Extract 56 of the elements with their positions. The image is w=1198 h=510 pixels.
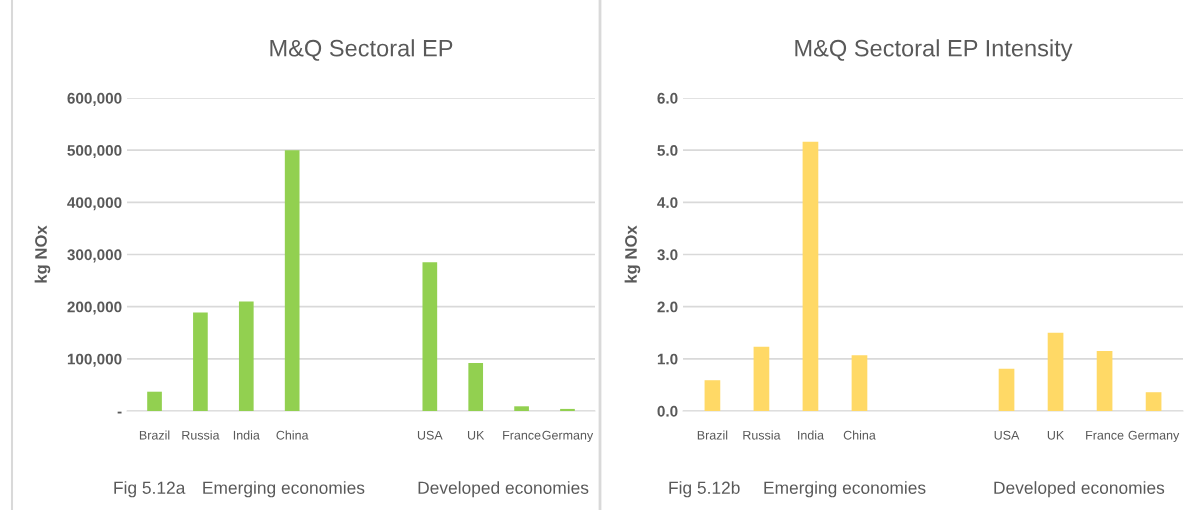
y-tick-label: - [117,411,122,414]
bar [1145,392,1162,411]
y-tick-label: 200,000 [67,301,122,315]
y-tick-label: 500,000 [67,145,122,159]
bar [284,150,300,411]
x-tick-label: China [843,430,876,440]
bar [753,346,770,411]
bar [238,301,254,411]
text: Developed economies [994,481,1165,498]
text: Developed economies [418,481,589,498]
text: Emerging economies [764,481,926,498]
bar [193,312,208,411]
x-tick-label: India [798,430,824,440]
y-tick-label: 4.0 [657,197,678,209]
bar [147,391,162,411]
chart-title: M&Q Sectoral EP Intensity [795,39,1073,62]
y-axis-title: kg NOx [34,225,51,283]
bar [851,355,868,411]
y-tick-label: 100,000 [67,353,122,367]
bar [514,406,529,411]
bar [468,363,484,411]
x-tick-label: USA [994,430,1020,440]
y-tick-label: 600,000 [67,92,122,106]
x-tick-label: Germany [542,430,594,443]
caption: Fig 5.12b [669,481,740,498]
x-tick-label: China [276,430,309,440]
bar [704,380,721,411]
x-tick-label: India [233,430,260,440]
bar [1047,332,1064,411]
y-tick-label: 0.0 [657,405,678,417]
x-tick-label: France [503,430,541,440]
x-tick-label: UK [467,430,485,440]
caption: Fig 5.12a [114,481,186,498]
x-tick-label: Brazil [697,430,728,440]
bar [998,368,1015,411]
x-tick-label: Brazil [139,430,170,440]
y-tick-label: 3.0 [657,249,678,261]
chart-title: M&Q Sectoral EP [270,39,453,61]
bar [422,262,438,411]
bar [1096,351,1113,411]
y-tick-label: 1.0 [657,353,678,365]
bar [560,408,575,411]
y-tick-label: 6.0 [657,92,678,104]
y-tick-label: 5.0 [657,145,678,156]
x-tick-label: France [1086,430,1124,440]
y-tick-label: 2.0 [657,301,678,313]
y-tick-label: 400,000 [67,197,122,211]
x-tick-label: Germany [1128,430,1180,443]
y-axis-title: kg NOx [624,225,641,283]
y-tick-label: 300,000 [67,249,122,263]
x-tick-label: UK [1047,430,1065,440]
bar [802,141,819,411]
x-tick-label: USA [417,430,443,440]
x-tick-label: Russia [182,430,220,440]
x-tick-label: Russia [743,430,781,440]
text: Emerging economies [203,481,365,498]
